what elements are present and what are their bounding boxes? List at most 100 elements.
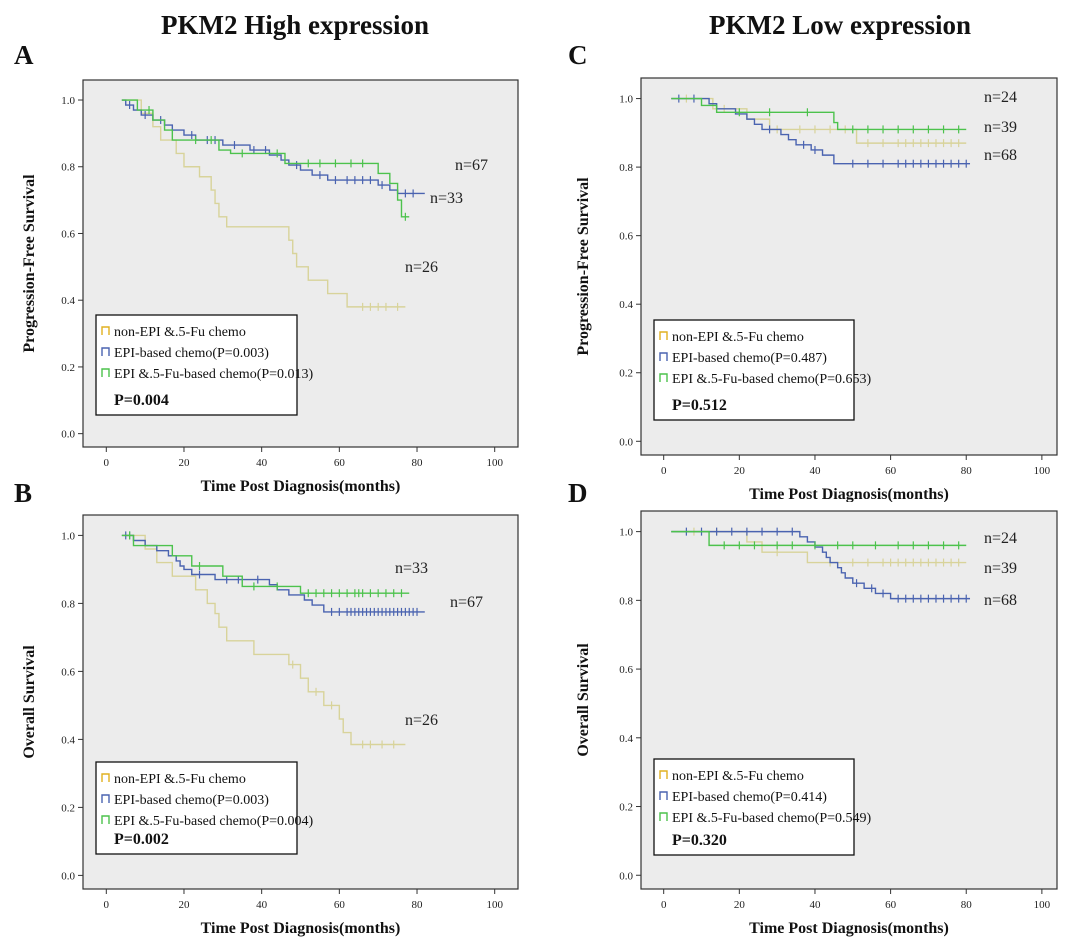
n-label-epi: n=67	[450, 594, 483, 611]
n-label-non-epi: n=39	[984, 560, 1017, 577]
legend-icon-epi-5fu	[101, 368, 110, 377]
panel-letter-c: C	[568, 40, 588, 70]
series-line-epi	[671, 530, 971, 600]
n-label-epi: n=68	[984, 147, 1017, 164]
y-tick-label: 0.4	[61, 295, 75, 307]
chart-panel-c: 0.0 0.2 0.4 0.6 0.8 1.0 0 20 40 60 80 100 Time Post …	[575, 77, 1058, 502]
x-tick-label: 100	[1034, 899, 1051, 911]
y-tick-label: 1.0	[619, 94, 633, 106]
legend-box	[95, 761, 298, 855]
x-tick-label: 100	[486, 899, 503, 911]
legend-box	[653, 319, 855, 421]
series-line-non-epi	[121, 99, 406, 308]
series-line-epi	[121, 99, 425, 195]
legend-entry: non-EPI &.5-Fu chemo	[672, 330, 804, 345]
legend-icon-epi-5fu	[101, 815, 110, 824]
x-tick-label: 20	[178, 457, 190, 469]
y-tick-label: 1.0	[61, 95, 75, 107]
chart-panel-a: 0.0 0.2 0.4 0.6 0.8 1.0 0 20 40 60 80 100 Time Post …	[21, 79, 519, 495]
x-tick-label: 60	[334, 899, 346, 911]
x-tick-label: 80	[961, 465, 973, 477]
x-axis-label: Time Post Diagnosis(months)	[749, 920, 949, 937]
legend-entry: EPI-based chemo(P=0.414)	[672, 790, 827, 805]
series-line-epi-5fu	[121, 534, 410, 594]
legend-icon-non-epi	[659, 331, 668, 340]
series-line-epi	[671, 97, 971, 165]
y-tick-label: 0.6	[61, 666, 75, 678]
x-tick-label: 100	[486, 457, 503, 469]
legend-p-value: P=0.004	[114, 392, 169, 409]
legend-icon-epi	[101, 347, 110, 356]
y-tick-label: 0.6	[619, 664, 633, 676]
x-axis-label: Time Post Diagnosis(months)	[201, 478, 401, 495]
n-label-epi-5fu: n=33	[395, 560, 428, 577]
x-tick-label: 0	[661, 465, 667, 477]
y-tick-label: 0.4	[619, 299, 633, 311]
x-axis-label: Time Post Diagnosis(months)	[201, 920, 401, 937]
panel-letter-a: A	[14, 40, 34, 70]
n-label-non-epi: n=26	[405, 712, 438, 729]
y-axis-label: Progression-Free Survival	[21, 174, 38, 353]
legend-entry: EPI-based chemo(P=0.003)	[114, 793, 269, 808]
legend-icon-epi-5fu	[659, 812, 668, 821]
x-tick-label: 40	[256, 899, 268, 911]
column-title-high: PKM2 High expression	[160, 10, 429, 40]
y-tick-label: 1.0	[619, 527, 633, 539]
legend-icon-non-epi	[101, 773, 110, 782]
legend-icon-epi	[659, 352, 668, 361]
y-tick-label: 0.0	[61, 429, 75, 441]
y-axis-label: Overall Survival	[575, 643, 592, 757]
series-line-epi-5fu	[671, 97, 967, 131]
y-tick-label: 0.8	[61, 598, 75, 610]
x-tick-label: 80	[412, 457, 424, 469]
legend-box	[653, 758, 855, 856]
x-tick-label: 80	[412, 899, 424, 911]
legend-entry: EPI &.5-Fu-based chemo(P=0.004)	[114, 814, 314, 829]
panel-letter-d: D	[568, 478, 588, 508]
legend-icon-epi	[101, 794, 110, 803]
y-axis-label: Progression-Free Survival	[575, 177, 592, 356]
x-tick-label: 20	[178, 899, 190, 911]
y-tick-label: 0.0	[619, 436, 633, 448]
x-tick-label: 20	[734, 465, 746, 477]
legend-icon-non-epi	[659, 770, 668, 779]
x-tick-label: 60	[885, 465, 897, 477]
x-tick-label: 0	[661, 899, 667, 911]
y-tick-label: 0.6	[61, 228, 75, 240]
legend-entry: EPI &.5-Fu-based chemo(P=0.013)	[114, 367, 314, 382]
x-tick-label: 40	[809, 899, 821, 911]
y-tick-label: 0.4	[619, 733, 633, 745]
y-tick-label: 1.0	[61, 530, 75, 542]
y-tick-label: 0.6	[619, 231, 633, 243]
column-title-low: PKM2 Low expression	[709, 10, 971, 40]
y-tick-label: 0.4	[61, 734, 75, 746]
n-label-epi: n=68	[984, 592, 1017, 609]
y-tick-label: 0.2	[61, 802, 75, 814]
legend-p-value: P=0.320	[672, 832, 727, 849]
n-label-non-epi: n=26	[405, 259, 438, 276]
legend-p-value: P=0.002	[114, 831, 169, 848]
x-tick-label: 0	[104, 899, 110, 911]
panel-letter-b: B	[14, 478, 33, 508]
legend-entry: EPI-based chemo(P=0.003)	[114, 346, 269, 361]
legend-icon-non-epi	[101, 326, 110, 335]
legend-entry: EPI &.5-Fu-based chemo(P=0.653)	[672, 372, 872, 387]
y-tick-label: 0.8	[61, 162, 75, 174]
series-line-non-epi	[125, 534, 406, 746]
y-tick-label: 0.0	[619, 870, 633, 882]
x-tick-label: 40	[809, 465, 821, 477]
series-line-epi-5fu	[121, 99, 410, 218]
y-tick-label: 0.8	[619, 595, 633, 607]
legend-p-value: P=0.512	[672, 397, 727, 414]
x-tick-label: 0	[104, 457, 110, 469]
chart-panel-b: 0.0 0.2 0.4 0.6 0.8 1.0 0 20 40 60 80 100 Time Post …	[21, 514, 519, 937]
chart-panel-d: 0.0 0.2 0.4 0.6 0.8 1.0 0 20 40 60 80 100 Time Post …	[575, 510, 1058, 937]
legend-icon-epi	[659, 791, 668, 800]
x-tick-label: 100	[1034, 465, 1051, 477]
y-tick-label: 0.2	[619, 802, 633, 814]
legend-entry: EPI &.5-Fu-based chemo(P=0.549)	[672, 811, 872, 826]
n-label-non-epi: n=39	[984, 119, 1017, 136]
y-tick-label: 0.2	[61, 362, 75, 374]
n-label-epi-5fu: n=24	[984, 89, 1017, 106]
legend-entry: EPI-based chemo(P=0.487)	[672, 351, 827, 366]
